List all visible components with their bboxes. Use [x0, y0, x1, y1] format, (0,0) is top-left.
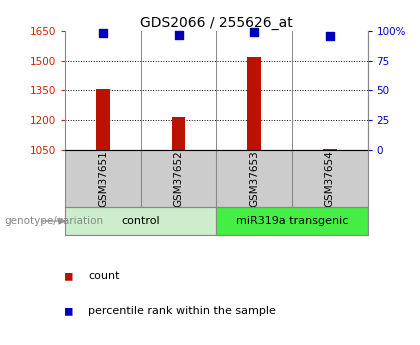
Point [326, 33, 333, 39]
Text: miR319a transgenic: miR319a transgenic [236, 216, 348, 226]
Point [175, 32, 182, 37]
Text: ■: ■ [65, 269, 73, 283]
Point [251, 29, 257, 35]
Bar [216, 207, 368, 235]
Text: percentile rank within the sample: percentile rank within the sample [88, 306, 276, 315]
Bar [323, 149, 336, 150]
Text: ■: ■ [65, 304, 73, 317]
Text: GSM37651: GSM37651 [98, 150, 108, 207]
Text: genotype/variation: genotype/variation [4, 216, 103, 226]
Bar [96, 89, 110, 150]
Text: GSM37654: GSM37654 [325, 150, 335, 207]
Text: GSM37652: GSM37652 [173, 150, 184, 207]
Text: count: count [88, 271, 120, 281]
Title: GDS2066 / 255626_at: GDS2066 / 255626_at [140, 16, 293, 30]
Text: control: control [121, 216, 160, 226]
Text: GSM37653: GSM37653 [249, 150, 259, 207]
Bar [65, 207, 216, 235]
Bar [172, 117, 185, 150]
Point [100, 31, 106, 36]
Bar [247, 57, 261, 150]
